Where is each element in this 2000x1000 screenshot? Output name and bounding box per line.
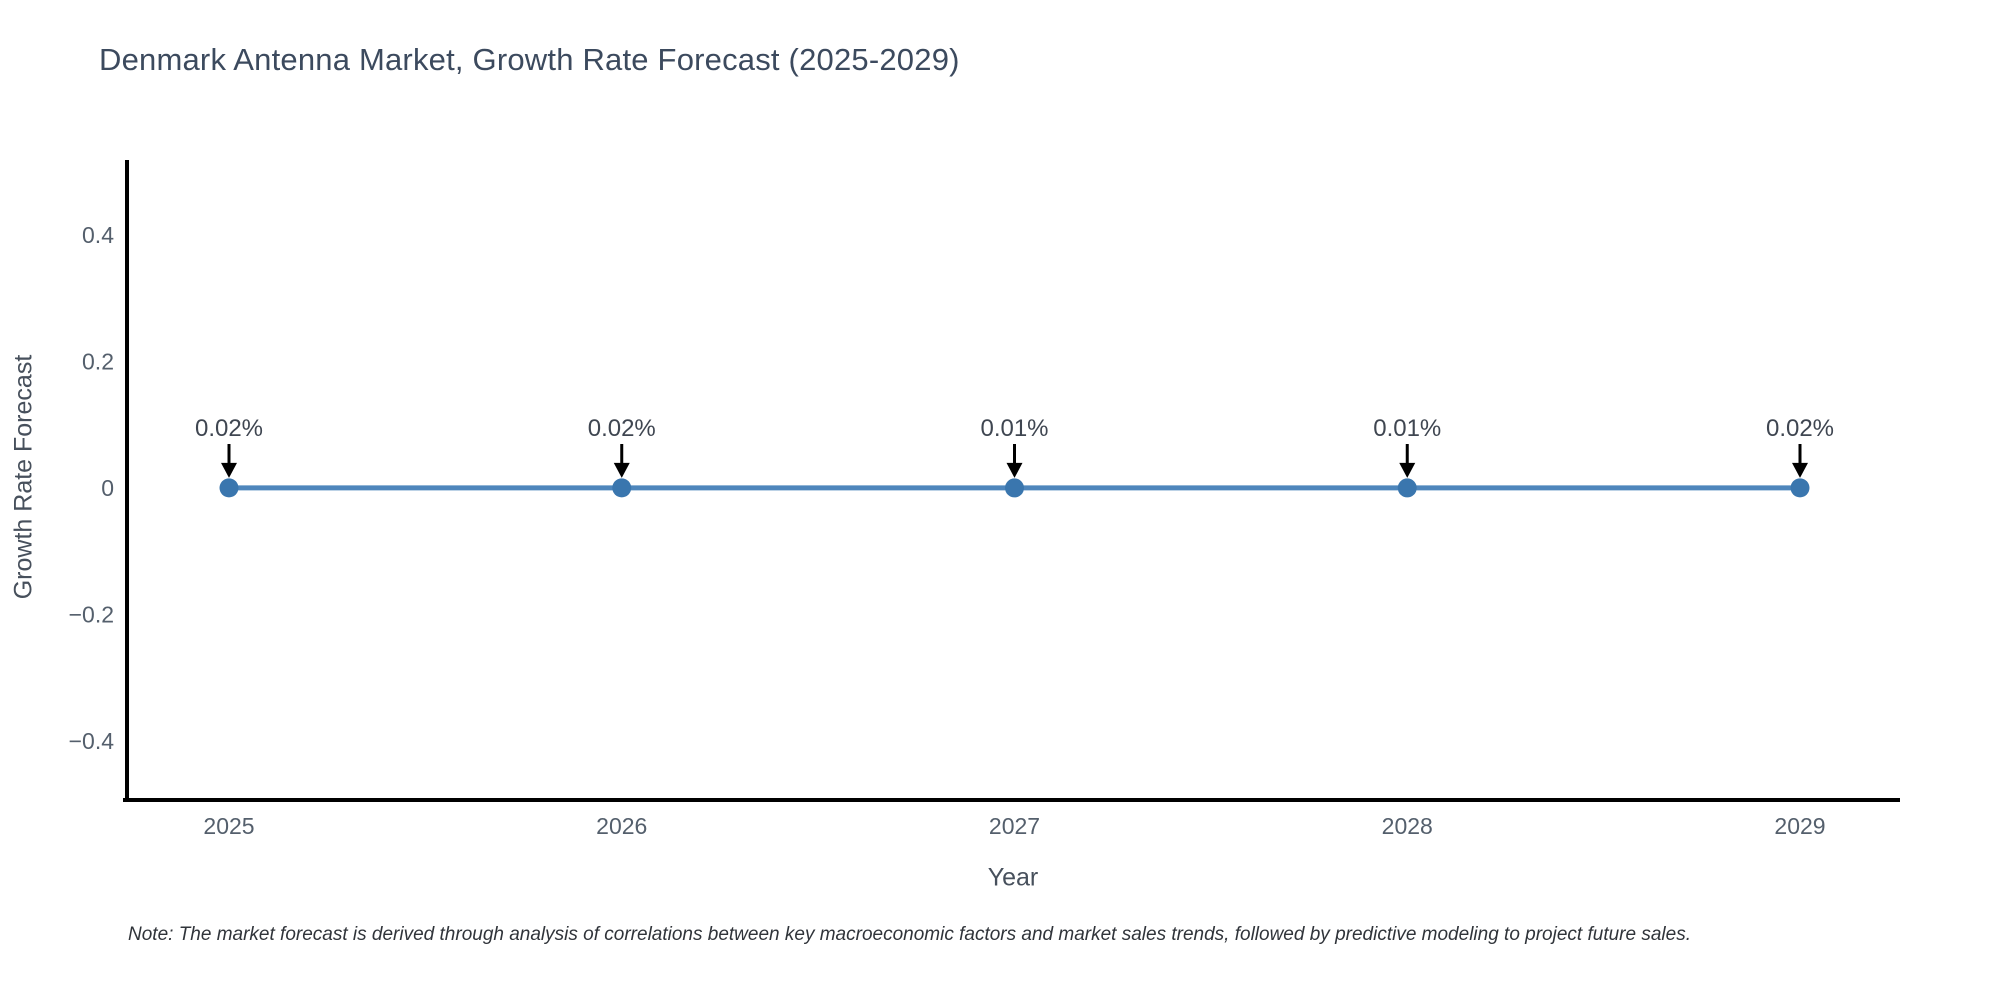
data-point-2026	[612, 478, 632, 498]
y-axis-title: Growth Rate Forecast	[9, 354, 38, 600]
footnote: Note: The market forecast is derived thr…	[128, 924, 1691, 945]
x-tick-label: 2025	[203, 813, 254, 839]
data-point-2027	[1005, 478, 1024, 498]
chart-title: Denmark Antenna Market, Growth Rate Fore…	[99, 42, 960, 77]
y-tick-label: −0.2	[69, 601, 114, 627]
y-tick-label: 0	[101, 475, 114, 501]
x-tick-label: 2028	[1382, 813, 1433, 839]
y-tick-label: 0.2	[82, 349, 114, 375]
y-tick-label: 0.4	[82, 222, 114, 248]
data-point-2028	[1397, 478, 1417, 498]
data-label-2028: 0.01%	[1373, 415, 1441, 442]
annotation-arrow-head	[1399, 462, 1416, 478]
x-tick-label: 2029	[1774, 813, 1825, 839]
annotation-arrow-head	[1006, 462, 1023, 478]
data-label-2025: 0.02%	[195, 415, 263, 442]
x-axis-title: Year	[987, 863, 1039, 892]
data-point-2029	[1790, 478, 1810, 498]
data-point-2025	[219, 478, 239, 498]
annotation-arrow-head	[1792, 462, 1808, 478]
annotation-arrow-head	[221, 462, 237, 478]
x-tick-label: 2027	[989, 813, 1040, 839]
data-label-2029: 0.02%	[1766, 415, 1834, 442]
annotation-arrow-head	[613, 462, 630, 478]
y-tick-label: −0.4	[69, 728, 115, 754]
x-tick-label: 2026	[596, 813, 647, 839]
data-label-2026: 0.02%	[588, 415, 656, 442]
data-label-2027: 0.01%	[980, 415, 1048, 442]
